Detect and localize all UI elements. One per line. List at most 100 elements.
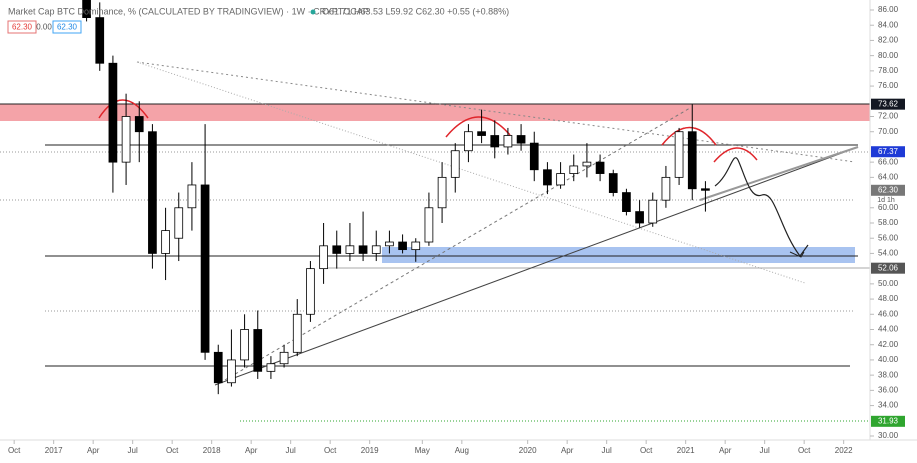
candle-body	[319, 245, 328, 270]
candle-body	[174, 207, 184, 239]
trend-line	[214, 146, 859, 386]
arc	[445, 116, 511, 138]
badge	[7, 20, 37, 34]
x-tick-label: Oct	[166, 446, 179, 455]
y-tick-label: 84.00	[878, 20, 899, 29]
support-zone	[382, 247, 855, 263]
candle-body	[595, 161, 605, 174]
countdown: 1d 1h	[877, 197, 895, 204]
x-tick-label: 2021	[677, 446, 695, 455]
candle-body	[95, 17, 105, 64]
candle-body	[503, 135, 513, 148]
x-tick-label: Oct	[8, 446, 21, 455]
candle-body	[358, 245, 368, 254]
price-label: 67.37	[878, 147, 899, 156]
price-label: 62.30	[878, 185, 899, 194]
price-label: 31.93	[878, 416, 899, 425]
candle-body	[279, 351, 289, 365]
y-tick-label: 86.00	[878, 5, 899, 14]
candle-body	[635, 211, 644, 224]
badge	[52, 20, 82, 34]
price-label: 52.06	[878, 263, 899, 272]
badge-text: 62.30	[57, 23, 78, 32]
y-tick-label: 40.00	[878, 355, 899, 364]
price-label-box	[871, 415, 905, 427]
candle-body	[306, 268, 315, 315]
drawings	[0, 61, 870, 422]
candle-body	[121, 116, 131, 163]
price-label: 73.62	[878, 99, 899, 108]
y-tick-label: 38.00	[878, 370, 899, 379]
candle-body	[253, 329, 263, 372]
candle-body	[240, 329, 249, 361]
y-tick-label: 42.00	[878, 340, 899, 349]
y-tick-label: 80.00	[878, 51, 899, 60]
candle-body	[332, 245, 342, 254]
y-tick-label: 60.00	[878, 203, 899, 212]
candle-body	[608, 173, 618, 193]
y-tick-label: 72.00	[878, 112, 899, 121]
candle-body	[82, 0, 91, 19]
x-tick-label: Apr	[245, 446, 258, 455]
arrow-head	[789, 251, 805, 258]
candle-body	[661, 176, 671, 201]
resistance-zone	[0, 104, 870, 121]
y-tick-label: 82.00	[878, 36, 899, 45]
price-label-box	[871, 98, 905, 110]
candle-body	[450, 150, 460, 178]
x-tick-label: Oct	[798, 446, 811, 455]
candle-body	[108, 62, 118, 163]
y-tick-label: 76.00	[878, 81, 899, 90]
price-label-box	[871, 262, 905, 274]
y-tick-label: 48.00	[878, 294, 899, 303]
y-tick-label: 30.00	[878, 431, 899, 440]
candle-body	[266, 363, 276, 372]
x-tick-label: Jul	[760, 446, 770, 455]
price-label-box	[871, 146, 905, 158]
projection-arrow	[714, 157, 809, 258]
candle-body	[148, 131, 157, 254]
x-tick-label: Apr	[561, 446, 574, 455]
y-tick-label: 36.00	[878, 385, 899, 394]
y-tick-label: 50.00	[878, 279, 899, 288]
y-tick-label: 66.00	[878, 157, 899, 166]
trend-line	[136, 61, 806, 284]
candle-body	[569, 165, 579, 174]
candle-body	[227, 359, 236, 384]
x-tick-label: 2018	[203, 446, 221, 455]
candle-body	[582, 161, 592, 167]
x-tick-label: Jul	[286, 446, 296, 455]
arc	[713, 147, 758, 163]
trend-line	[699, 146, 859, 201]
status-dot	[310, 9, 316, 15]
x-tick-label: Aug	[455, 446, 469, 455]
x-tick-label: Apr	[87, 446, 100, 455]
candle-body	[516, 135, 526, 144]
candles	[82, 0, 710, 395]
candle-body	[687, 131, 697, 190]
price-label-box	[871, 184, 905, 196]
x-tick-label: Oct	[324, 446, 337, 455]
y-tick-label: 70.00	[878, 127, 899, 136]
candle-body	[464, 131, 473, 152]
candle-body	[385, 241, 394, 247]
y-tick-label: 56.00	[878, 233, 899, 242]
candle-body	[187, 184, 197, 209]
candle-body	[674, 131, 684, 178]
candle-body	[543, 169, 552, 186]
candle-body	[200, 184, 210, 353]
x-tick-label: 2019	[361, 446, 379, 455]
header-ohlc: O61.71 H63.53 L59.92 C62.30 +0.55 (+0.88…	[322, 6, 509, 16]
badge-text: 62.30	[12, 23, 33, 32]
y-tick-label: 34.00	[878, 401, 899, 410]
candle-body	[161, 230, 170, 254]
x-tick-label: May	[415, 446, 430, 455]
x-tick-label: Oct	[640, 446, 653, 455]
header-title: Market Cap BTC Dominance, % (CALCULATED …	[8, 6, 369, 16]
y-tick-label: 54.00	[878, 249, 899, 258]
candle-body	[371, 245, 381, 254]
candle-body	[701, 188, 710, 191]
arc	[98, 99, 149, 119]
y-tick-label: 58.00	[878, 218, 899, 227]
arc	[661, 126, 717, 146]
